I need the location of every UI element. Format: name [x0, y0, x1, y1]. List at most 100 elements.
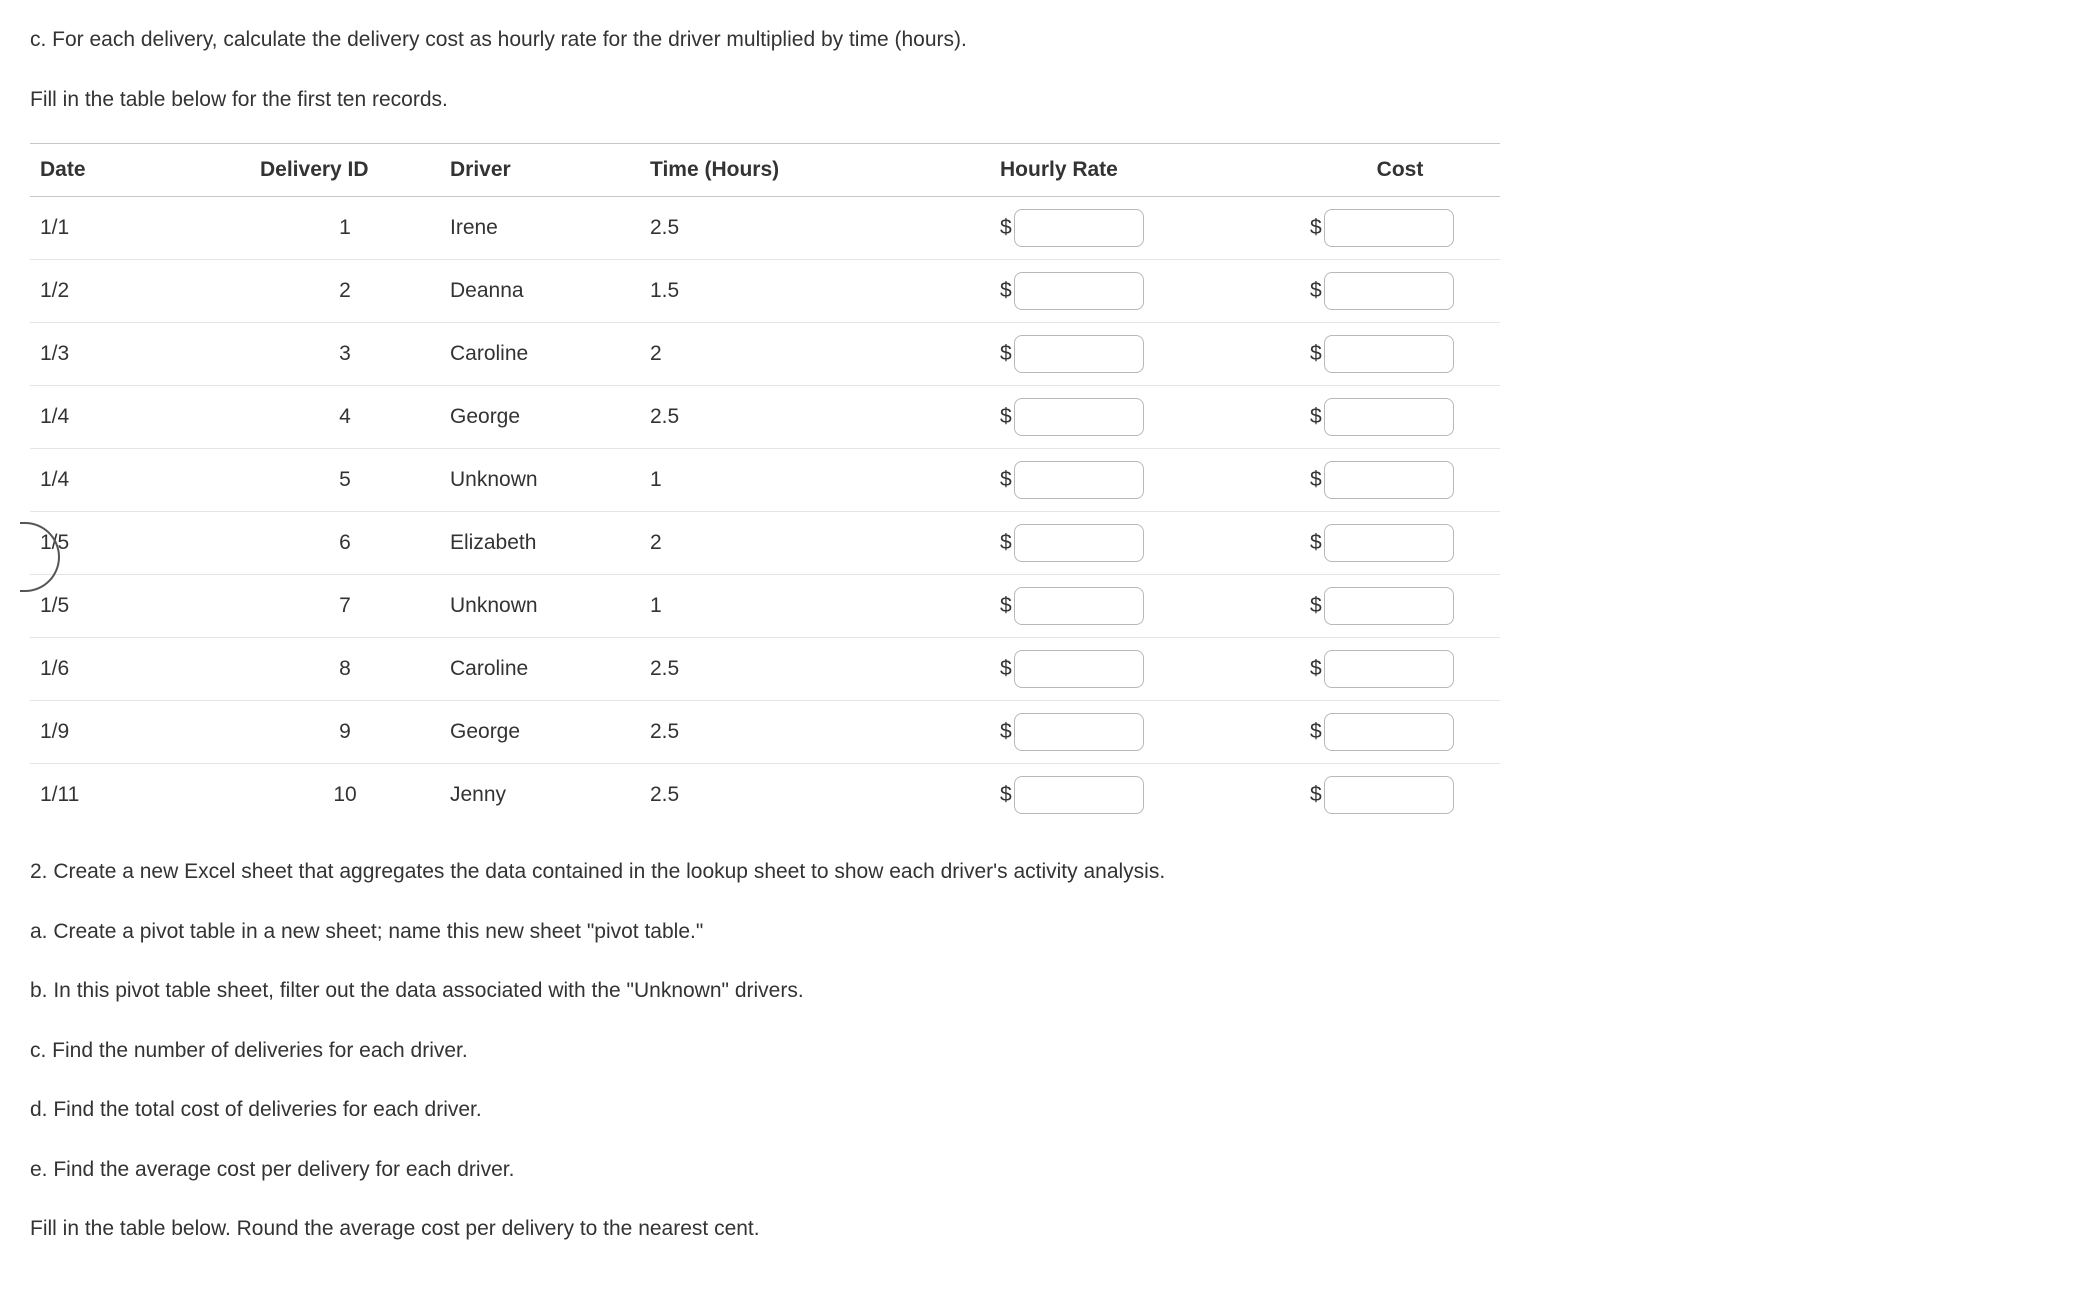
hourly-rate-input[interactable] — [1014, 524, 1144, 562]
col-header-cost: Cost — [1300, 144, 1500, 197]
cell-cost: $ — [1300, 386, 1500, 449]
cell-cost: $ — [1300, 638, 1500, 701]
cost-input[interactable] — [1324, 587, 1454, 625]
cell-driver: George — [440, 701, 640, 764]
table-row: 1/57Unknown1$$ — [30, 575, 1500, 638]
currency-symbol: $ — [1310, 468, 1322, 492]
cell-hourly-rate: $ — [990, 197, 1300, 260]
cost-input[interactable] — [1324, 650, 1454, 688]
cost-input[interactable] — [1324, 524, 1454, 562]
cell-hourly-rate: $ — [990, 575, 1300, 638]
cell-time: 2 — [640, 512, 990, 575]
currency-symbol: $ — [1000, 657, 1012, 681]
table-row: 1/22Deanna1.5$$ — [30, 260, 1500, 323]
cell-cost: $ — [1300, 260, 1500, 323]
currency-symbol: $ — [1310, 279, 1322, 303]
cell-hourly-rate: $ — [990, 386, 1300, 449]
question-2b: b. In this pivot table sheet, filter out… — [30, 975, 2064, 1007]
question-2-fill: Fill in the table below. Round the avera… — [30, 1213, 2064, 1245]
cell-driver: Jenny — [440, 764, 640, 827]
cost-input[interactable] — [1324, 776, 1454, 814]
currency-symbol: $ — [1310, 216, 1322, 240]
cell-time: 2 — [640, 323, 990, 386]
col-header-time: Time (Hours) — [640, 144, 990, 197]
table-row: 1/56Elizabeth2$$ — [30, 512, 1500, 575]
cell-date: 1/3 — [30, 323, 250, 386]
cell-time: 1 — [640, 575, 990, 638]
cell-date: 1/2 — [30, 260, 250, 323]
hourly-rate-input[interactable] — [1014, 272, 1144, 310]
cell-time: 2.5 — [640, 386, 990, 449]
cell-time: 2.5 — [640, 701, 990, 764]
cell-cost: $ — [1300, 512, 1500, 575]
cell-driver: Caroline — [440, 323, 640, 386]
table-row: 1/99George2.5$$ — [30, 701, 1500, 764]
currency-symbol: $ — [1310, 657, 1322, 681]
currency-symbol: $ — [1000, 279, 1012, 303]
cell-driver: Caroline — [440, 638, 640, 701]
cell-driver: Irene — [440, 197, 640, 260]
currency-symbol: $ — [1000, 216, 1012, 240]
cell-time: 2.5 — [640, 764, 990, 827]
cell-cost: $ — [1300, 575, 1500, 638]
table-row: 1/44George2.5$$ — [30, 386, 1500, 449]
hourly-rate-input[interactable] — [1014, 650, 1144, 688]
currency-symbol: $ — [1310, 342, 1322, 366]
table-row: 1/11Irene2.5$$ — [30, 197, 1500, 260]
cell-delivery-id: 8 — [250, 638, 440, 701]
cost-input[interactable] — [1324, 398, 1454, 436]
currency-symbol: $ — [1310, 531, 1322, 555]
col-header-driver: Driver — [440, 144, 640, 197]
question-2e: e. Find the average cost per delivery fo… — [30, 1154, 2064, 1186]
cell-delivery-id: 6 — [250, 512, 440, 575]
cost-input[interactable] — [1324, 209, 1454, 247]
cell-time: 2.5 — [640, 197, 990, 260]
cell-driver: Elizabeth — [440, 512, 640, 575]
cell-driver: George — [440, 386, 640, 449]
table-row: 1/1110Jenny2.5$$ — [30, 764, 1500, 827]
cell-date: 1/5 — [30, 575, 250, 638]
hourly-rate-input[interactable] — [1014, 776, 1144, 814]
cost-input[interactable] — [1324, 461, 1454, 499]
question-2d: d. Find the total cost of deliveries for… — [30, 1094, 2064, 1126]
currency-symbol: $ — [1000, 594, 1012, 618]
col-header-delivery-id: Delivery ID — [250, 144, 440, 197]
table-header-row: Date Delivery ID Driver Time (Hours) Hou… — [30, 144, 1500, 197]
instruction-fill: Fill in the table below for the first te… — [30, 84, 2064, 116]
currency-symbol: $ — [1000, 405, 1012, 429]
hourly-rate-input[interactable] — [1014, 587, 1144, 625]
hourly-rate-input[interactable] — [1014, 713, 1144, 751]
cell-hourly-rate: $ — [990, 764, 1300, 827]
cell-cost: $ — [1300, 449, 1500, 512]
hourly-rate-input[interactable] — [1014, 335, 1144, 373]
cost-input[interactable] — [1324, 713, 1454, 751]
cost-input[interactable] — [1324, 335, 1454, 373]
hourly-rate-input[interactable] — [1014, 461, 1144, 499]
cell-hourly-rate: $ — [990, 449, 1300, 512]
cell-hourly-rate: $ — [990, 260, 1300, 323]
cell-delivery-id: 4 — [250, 386, 440, 449]
cell-hourly-rate: $ — [990, 512, 1300, 575]
cost-input[interactable] — [1324, 272, 1454, 310]
cell-driver: Deanna — [440, 260, 640, 323]
table-row: 1/33Caroline2$$ — [30, 323, 1500, 386]
hourly-rate-input[interactable] — [1014, 209, 1144, 247]
cell-date: 1/9 — [30, 701, 250, 764]
instruction-c: c. For each delivery, calculate the deli… — [30, 24, 2064, 56]
currency-symbol: $ — [1000, 342, 1012, 366]
cell-time: 1.5 — [640, 260, 990, 323]
currency-symbol: $ — [1310, 783, 1322, 807]
cell-driver: Unknown — [440, 449, 640, 512]
delivery-table: Date Delivery ID Driver Time (Hours) Hou… — [30, 143, 1500, 826]
question-2-intro: 2. Create a new Excel sheet that aggrega… — [30, 856, 2064, 888]
col-header-date: Date — [30, 144, 250, 197]
cell-time: 2.5 — [640, 638, 990, 701]
currency-symbol: $ — [1000, 783, 1012, 807]
currency-symbol: $ — [1000, 468, 1012, 492]
hourly-rate-input[interactable] — [1014, 398, 1144, 436]
cell-date: 1/6 — [30, 638, 250, 701]
cell-cost: $ — [1300, 701, 1500, 764]
cell-hourly-rate: $ — [990, 701, 1300, 764]
cell-time: 1 — [640, 449, 990, 512]
cell-hourly-rate: $ — [990, 323, 1300, 386]
